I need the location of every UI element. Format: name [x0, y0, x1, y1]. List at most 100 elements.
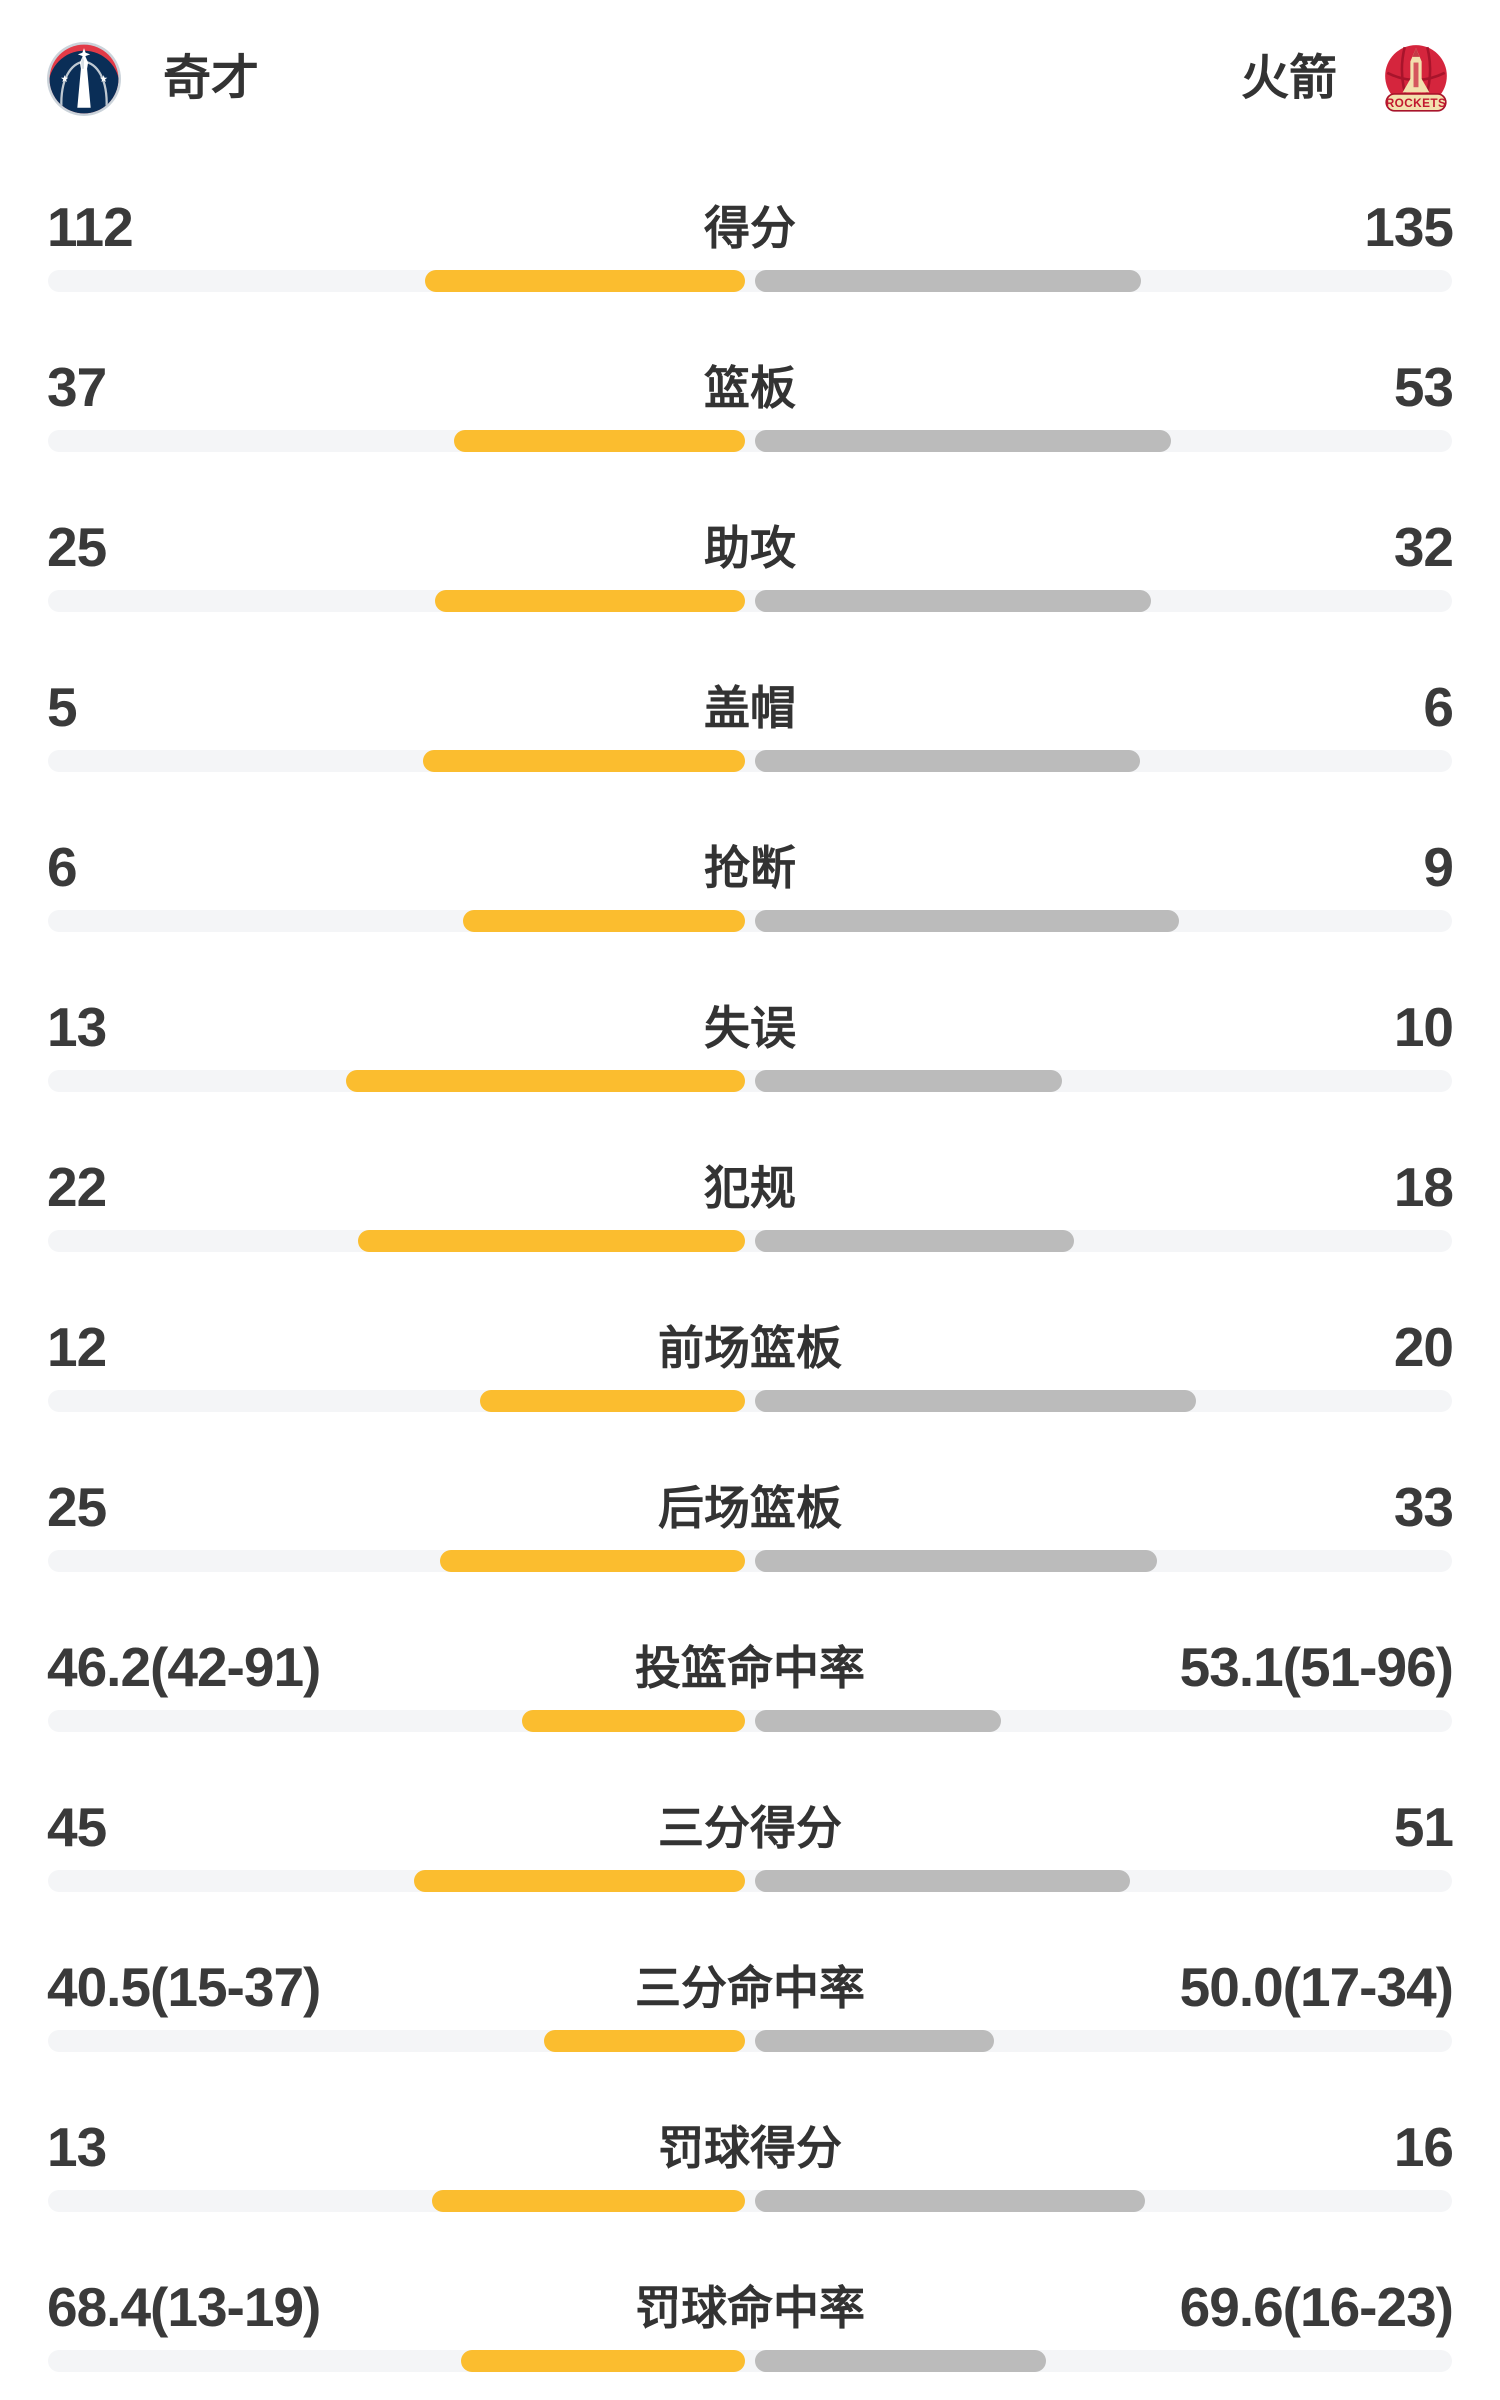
stat-bar-track	[48, 1550, 1452, 1572]
away-bar	[755, 1550, 1157, 1572]
stat-values: 40.5(15-37) 三分命中率 50.0(17-34)	[47, 1956, 1454, 2018]
stat-row: 13 失误 10	[47, 996, 1454, 1160]
stat-row: 5 盖帽 6	[47, 676, 1454, 840]
home-value: 13	[47, 996, 107, 1058]
home-bar	[413, 1870, 745, 1892]
stat-bar-track	[48, 1070, 1452, 1092]
stat-bar-track	[48, 1710, 1452, 1732]
stat-row: 46.2(42-91) 投篮命中率 53.1(51-96)	[47, 1636, 1454, 1800]
stat-values: 37 篮板 53	[47, 356, 1454, 418]
home-value: 40.5(15-37)	[47, 1956, 321, 2018]
stat-bar-track	[48, 590, 1452, 612]
stat-values: 25 助攻 32	[47, 516, 1454, 578]
team-away: 火箭 ROCKETS	[1241, 42, 1453, 116]
home-bar	[479, 1390, 745, 1412]
header: ★ ★ 奇才 火箭 ROCKETS	[47, 42, 1453, 116]
away-value: 53	[1393, 356, 1454, 418]
stat-bar-track	[48, 1390, 1452, 1412]
stat-label: 三分得分	[658, 1802, 842, 1854]
home-bar	[440, 1550, 745, 1572]
stat-values: 112 得分 135	[47, 196, 1454, 258]
stat-row: 6 抢断 9	[47, 836, 1454, 1000]
away-value: 33	[1393, 1476, 1454, 1538]
home-bar	[431, 2190, 745, 2212]
stat-bar-track	[48, 1230, 1452, 1252]
stat-row: 112 得分 135	[47, 196, 1454, 360]
away-bar	[755, 1710, 1001, 1732]
away-value: 20	[1393, 1316, 1454, 1378]
team-away-name: 火箭	[1240, 52, 1337, 105]
stat-label: 后场篮板	[658, 1482, 842, 1534]
svg-text:★: ★	[60, 74, 68, 84]
stat-values: 12 前场篮板 20	[47, 1316, 1454, 1378]
stat-row: 25 后场篮板 33	[47, 1476, 1454, 1640]
team-home-name: 奇才	[163, 52, 260, 105]
home-value: 12	[47, 1316, 107, 1378]
rockets-logo-icon: ROCKETS	[1385, 45, 1447, 112]
stat-bar-track	[48, 2030, 1452, 2052]
home-value: 68.4(13-19)	[47, 2276, 321, 2338]
stat-row: 12 前场篮板 20	[47, 1316, 1454, 1480]
home-bar	[461, 2350, 745, 2372]
away-bar	[755, 1390, 1196, 1412]
stat-label: 盖帽	[704, 682, 796, 734]
stat-values: 5 盖帽 6	[47, 676, 1454, 738]
stat-label: 犯规	[704, 1162, 796, 1214]
home-value: 25	[47, 516, 107, 578]
away-bar	[755, 430, 1171, 452]
home-bar	[462, 910, 745, 932]
stat-row: 68.4(13-19) 罚球命中率 69.6(16-23)	[47, 2276, 1454, 2400]
away-value: 10	[1393, 996, 1454, 1058]
home-bar	[346, 1070, 745, 1092]
stat-values: 68.4(13-19) 罚球命中率 69.6(16-23)	[47, 2276, 1454, 2338]
stat-values: 13 失误 10	[47, 996, 1454, 1058]
stat-row: 40.5(15-37) 三分命中率 50.0(17-34)	[47, 1956, 1454, 2120]
stat-values: 45 三分得分 51	[47, 1796, 1454, 1858]
stat-row: 25 助攻 32	[47, 516, 1454, 680]
away-bar	[755, 2350, 1046, 2372]
home-bar	[423, 750, 745, 772]
home-value: 46.2(42-91)	[47, 1636, 321, 1698]
away-value: 135	[1364, 196, 1454, 258]
away-bar	[755, 590, 1151, 612]
home-value: 45	[47, 1796, 107, 1858]
home-bar	[424, 270, 745, 292]
home-value: 112	[47, 196, 134, 258]
stat-values: 13 罚球得分 16	[47, 2116, 1454, 2178]
stat-values: 6 抢断 9	[47, 836, 1454, 898]
away-value: 32	[1393, 516, 1454, 578]
away-value: 51	[1393, 1796, 1454, 1858]
away-value: 53.1(51-96)	[1179, 1636, 1454, 1698]
stat-values: 25 后场篮板 33	[47, 1476, 1454, 1538]
home-value: 37	[47, 356, 107, 418]
stat-row: 37 篮板 53	[47, 356, 1454, 520]
stat-label: 篮板	[704, 362, 796, 414]
home-value: 5	[47, 676, 78, 738]
stat-bar-track	[48, 910, 1452, 932]
away-value: 6	[1423, 676, 1454, 738]
away-bar	[755, 750, 1140, 772]
stat-row: 22 犯规 18	[47, 1160, 1454, 1320]
stat-bar-track	[48, 270, 1452, 292]
away-bar	[755, 2030, 994, 2052]
stat-bar-track	[48, 430, 1452, 452]
home-bar	[454, 430, 745, 452]
home-bar	[434, 590, 745, 612]
home-value: 13	[47, 2116, 107, 2178]
stat-bar-track	[48, 2190, 1452, 2212]
away-bar	[755, 910, 1179, 932]
wizards-logo-icon: ★ ★	[47, 42, 121, 116]
stat-values: 46.2(42-91) 投篮命中率 53.1(51-96)	[47, 1636, 1454, 1698]
away-value: 9	[1423, 836, 1454, 898]
stat-bar-track	[48, 750, 1452, 772]
home-bar	[521, 1710, 745, 1732]
home-bar	[544, 2030, 745, 2052]
stat-bar-track	[48, 2350, 1452, 2372]
stat-row: 45 三分得分 51	[47, 1796, 1454, 1960]
stat-label: 三分命中率	[635, 1962, 865, 2014]
stat-row: 13 罚球得分 16	[47, 2116, 1454, 2280]
away-value: 16	[1393, 2116, 1454, 2178]
stat-label: 前场篮板	[658, 1322, 842, 1374]
away-bar	[755, 1230, 1074, 1252]
